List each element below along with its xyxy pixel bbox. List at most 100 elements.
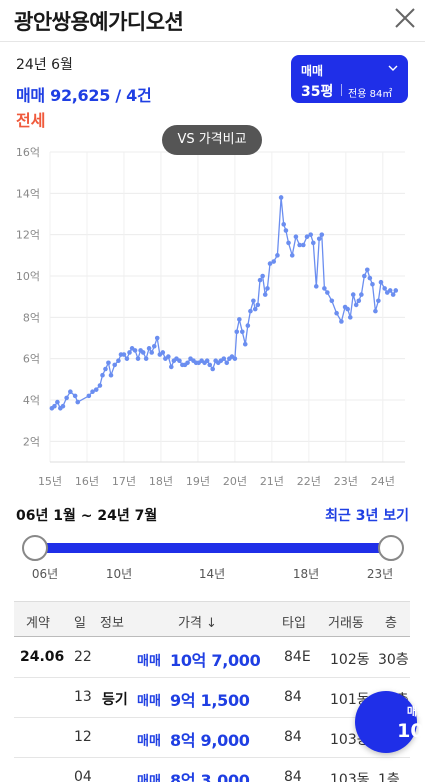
chevron-down-icon [388,65,398,71]
row-dong: 102동 [330,652,370,668]
row-deal-kind: 매매 [137,654,161,669]
data-point [135,356,141,361]
y-tick-label: 10억 [16,270,40,283]
data-point [151,343,157,349]
data-point [347,315,353,320]
period-slider-track[interactable] [35,543,391,553]
row-floor: 30층 [378,652,409,668]
header-floor: 층 [385,616,397,631]
data-point [121,352,127,357]
data-point [316,236,322,242]
data-point [168,364,174,370]
x-tick-label: 21년 [260,475,284,488]
data-point [112,362,118,368]
data-point [334,310,339,316]
row-type: 84 [284,689,302,705]
listings-count: 101 [397,720,425,742]
data-point [353,302,359,308]
pyeong-label: 35평 [301,84,334,100]
x-tick-label: 24년 [371,475,395,488]
data-point [60,403,66,409]
data-point [252,306,258,312]
data-point [286,240,291,246]
data-point [68,389,73,395]
y-tick-label: 12억 [16,229,40,242]
table-row[interactable]: 12 매매 8억 9,000 84 103동 [14,718,410,758]
recent-3-years-button[interactable]: 최근 3년 보기 [325,508,409,524]
data-point [362,273,367,279]
y-tick-label: 16억 [16,146,40,159]
slider-tick-label: 23년 [366,567,394,581]
data-point [248,308,253,314]
slider-tick-label: 14년 [198,567,226,581]
vs-compare-button[interactable]: VS 가격비교 [162,125,262,155]
exclusive-area-label: 전용 84㎡ [348,89,393,100]
area-type-selector[interactable]: 매매 35평 전용 84㎡ [291,55,408,103]
row-price: 9억 1,500 [170,691,250,710]
table-row[interactable]: 13 등기 매매 9억 1,500 84 101동 29층 [14,678,410,718]
trade-summary: 매매 92,625 / 4건 [16,86,152,105]
data-point [345,306,350,312]
data-point [325,290,330,295]
y-tick-label: 8억 [23,311,40,324]
data-point [55,399,60,405]
row-price: 8억 9,000 [170,731,250,750]
data-point [75,399,81,405]
summary-date: 24년 6월 [16,57,73,73]
data-point [245,323,251,328]
x-tick-label: 15년 [38,475,62,488]
y-tick-label: 14억 [16,187,40,200]
listings-label: 매물 [406,705,425,718]
x-tick-label: 18년 [149,475,173,488]
data-point [207,362,213,368]
x-tick-label: 22년 [297,475,321,488]
jeonse-label[interactable]: 전세 [16,111,46,130]
data-point [232,356,238,361]
data-point [310,240,316,246]
data-point [319,232,325,237]
data-point [297,242,302,248]
period-slider-start-handle[interactable] [22,535,48,561]
y-tick-label: 4억 [23,394,40,407]
slider-tick-label: 18년 [292,567,320,581]
x-tick-label: 20년 [223,475,247,488]
data-point [393,288,399,293]
table-row[interactable]: 24.06 22 매매 10억 7,000 84E 102동 30층 [14,638,410,678]
top-bar: 광안쌍용예가디오션 [0,0,425,42]
row-type: 84E [284,649,311,665]
data-point [339,319,344,324]
header-contract: 계약 [26,616,50,631]
data-point [116,358,121,364]
data-point [267,261,273,266]
data-point [329,298,335,304]
x-tick-label: 23년 [334,475,358,488]
listings-count-button[interactable]: 매물 101 [355,691,425,753]
slider-tick-label: 10년 [105,567,133,581]
data-point [224,360,230,366]
data-point [177,358,182,364]
data-point [140,350,146,355]
data-point [90,389,95,395]
divider [341,84,342,96]
close-icon[interactable] [393,6,417,30]
data-point [210,366,216,372]
table-row[interactable]: 04 매매 8억 3,000 84 103동 1층 [14,758,410,782]
data-point [313,284,319,289]
data-point [387,288,393,293]
data-point [97,383,103,388]
data-point [255,302,261,308]
data-point [132,348,138,353]
y-tick-label: 2억 [23,435,40,448]
data-point [93,387,99,392]
x-tick-label: 19년 [186,475,210,488]
period-slider-end-handle[interactable] [378,535,404,561]
data-point [260,273,265,279]
data-point [146,346,152,351]
row-dong: 103동 [330,772,370,782]
row-contract: 24.06 [20,649,65,665]
data-point [378,279,384,285]
row-floor: 1층 [378,772,400,782]
header-price-sort[interactable]: 가격 ↓ [178,616,217,631]
row-deal-kind: 매매 [137,694,161,709]
data-point [301,242,306,248]
